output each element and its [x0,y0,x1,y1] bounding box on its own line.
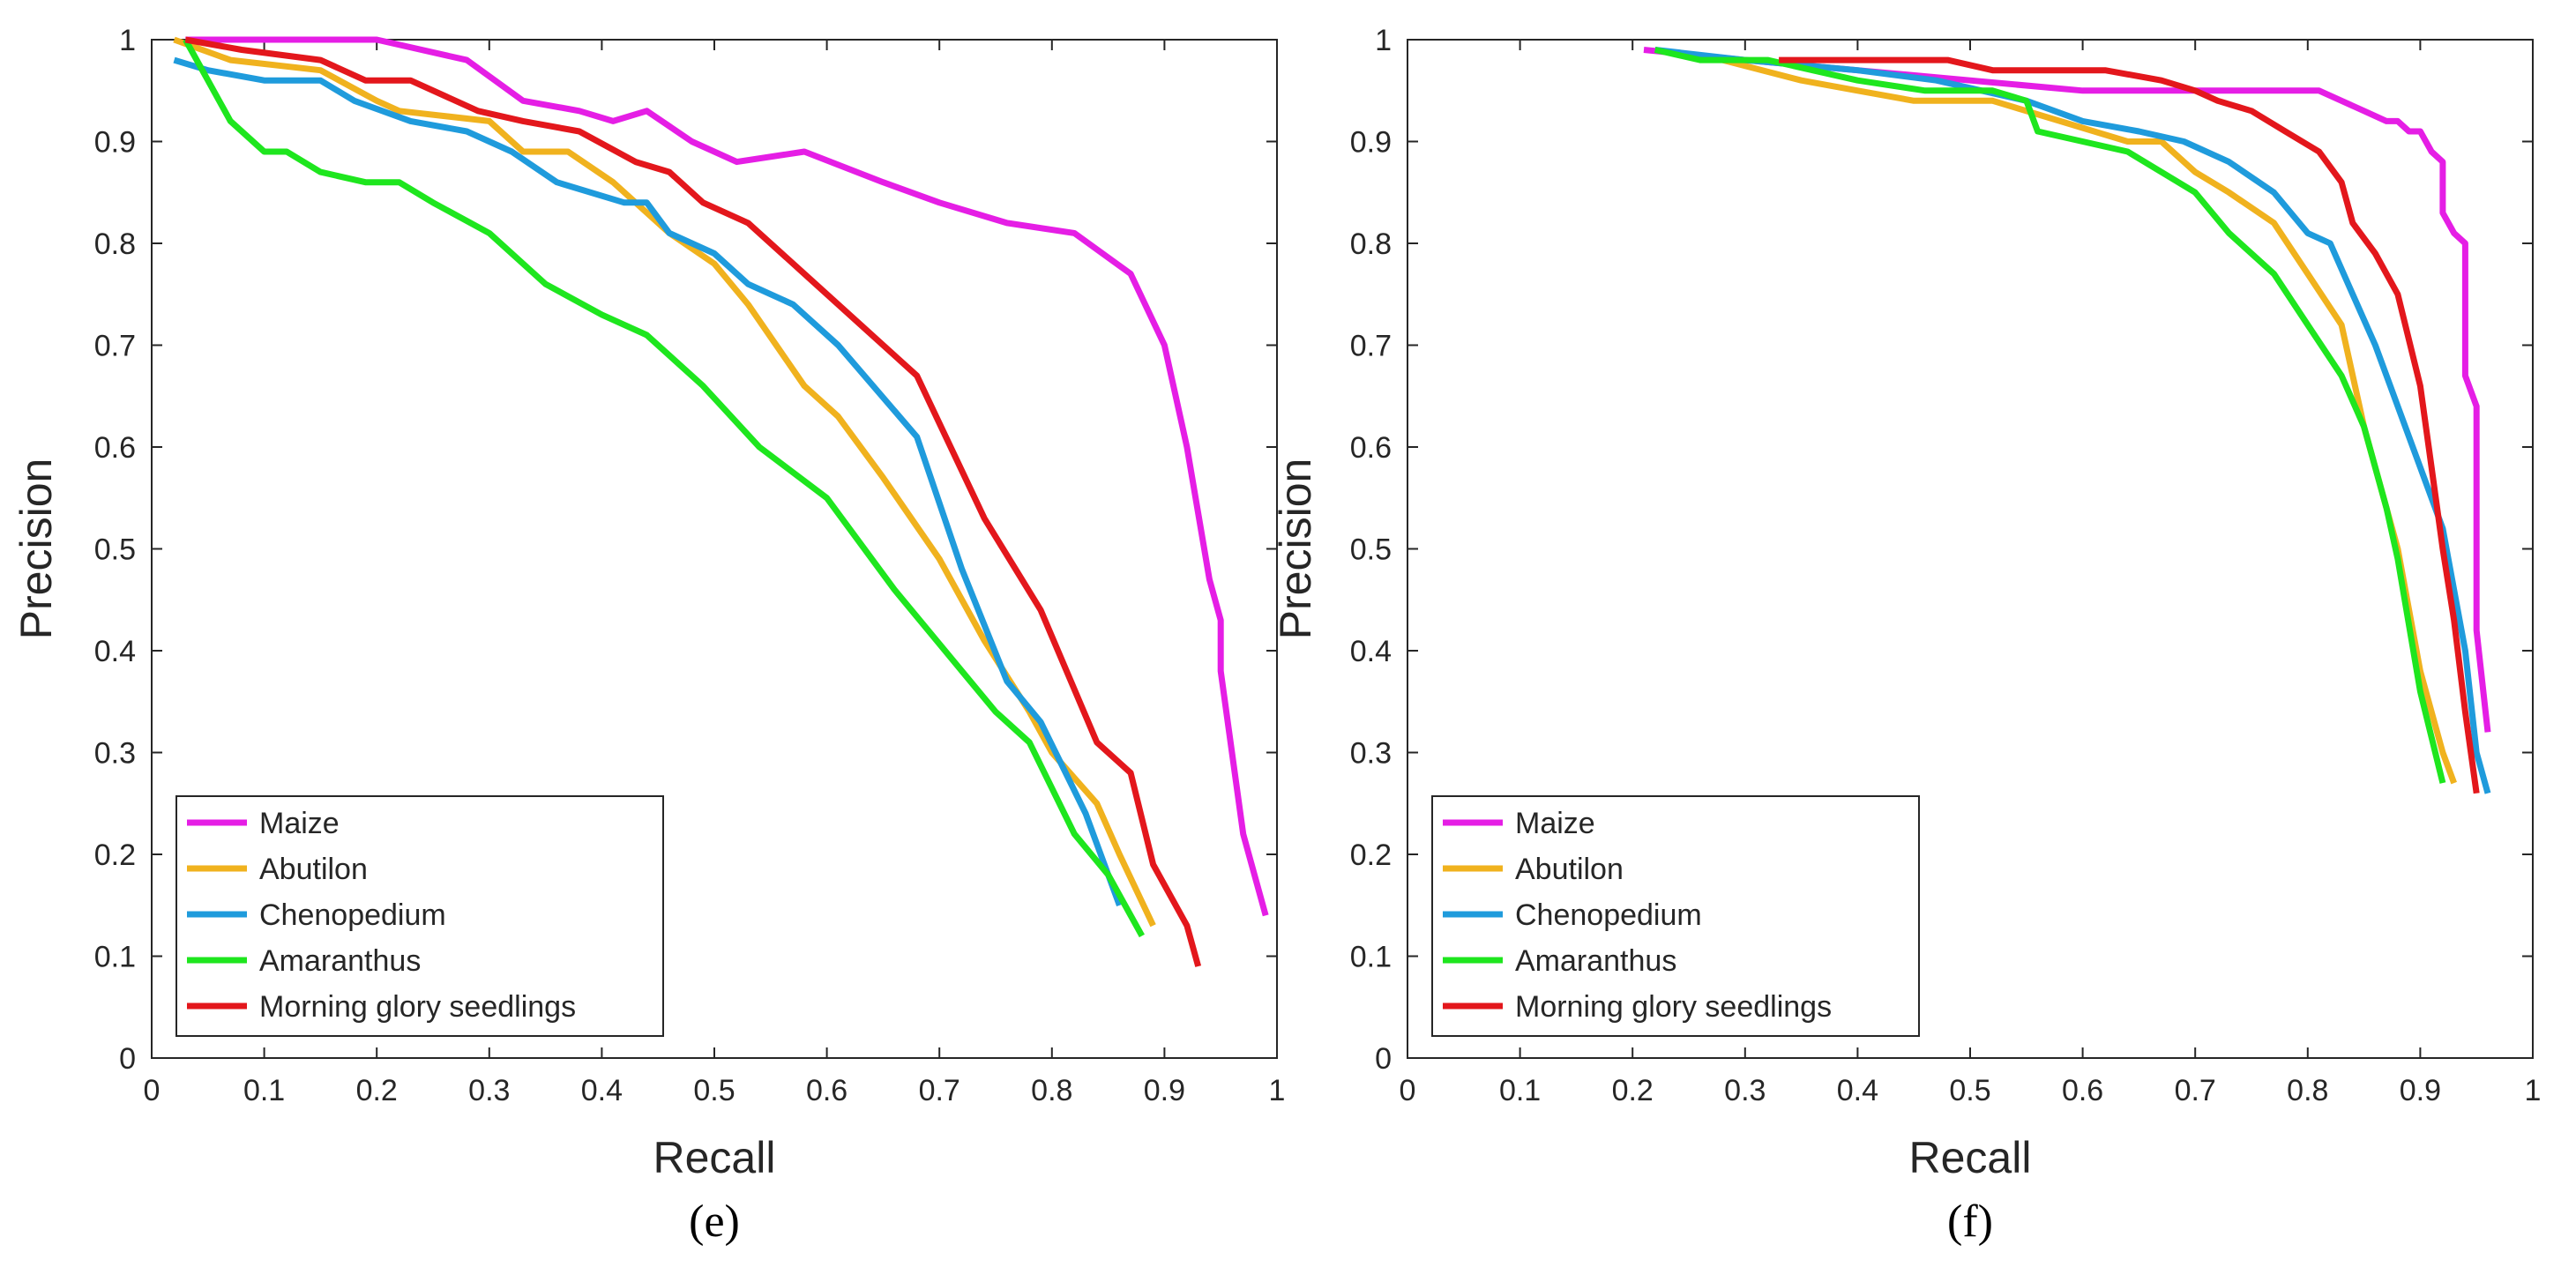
legend-entry: Morning glory seedlings [259,990,576,1024]
y-tick-label: 0.5 [94,533,136,567]
legend: Maize Abutilon Chenopedium Amaranthus Mornin… [175,795,664,1037]
y-tick-label: 0.7 [94,330,136,363]
series-line-maize [1643,47,2491,733]
x-tick-label: 0.2 [1612,1074,1654,1107]
y-tick-label: 0.6 [94,431,136,465]
y-tick-label: 0.5 [1350,533,1392,567]
legend: Maize Abutilon Chenopedium Amaranthus Mornin… [1431,795,1920,1037]
x-tick-label: 0.2 [356,1074,398,1107]
legend-entry: Chenopedium [259,898,446,932]
legend-entry: Chenopedium [1515,898,1702,932]
y-tick-label: 0.4 [94,635,136,668]
x-tick-label: 0.3 [1724,1074,1766,1107]
series-line-maize [185,36,1269,917]
legend-entry: Abutilon [1515,853,1624,886]
x-tick-label: 0.1 [243,1074,285,1107]
y-tick-label: 0.3 [1350,737,1392,771]
series-line-amaranthus [183,38,1145,938]
legend-entry: Amaranthus [1515,944,1676,978]
x-tick-label: 0.1 [1499,1074,1541,1107]
panel-caption: (f) [1947,1196,1993,1247]
y-axis-label: Precision [11,458,61,640]
x-tick-label: 0.4 [581,1074,623,1107]
legend-box [1431,795,1920,1037]
panel-caption: (e) [689,1196,740,1247]
y-tick-label: 1 [1375,24,1392,57]
y-tick-label: 0 [119,1042,136,1076]
legend-entry: Maize [1515,807,1595,840]
y-tick-label: 0.2 [94,838,136,872]
chart-panel-e: 0 0.1 0.2 0.3 0.4 0.5 0.6 0.7 0.8 0.9 1 0 0.1 0.2 0.3 0… [11,24,1285,1247]
x-axis-label: Recall [1909,1133,2032,1182]
y-tick-label: 0.9 [1350,126,1392,160]
x-tick-label: 1 [1269,1074,1286,1107]
series-line-abutilon [173,36,1156,928]
x-tick-label: 0.9 [2400,1074,2441,1107]
y-tick-label: 0.4 [1350,635,1392,668]
x-tick-label: 0.6 [806,1074,847,1107]
x-tick-label: 0.9 [1144,1074,1185,1107]
x-tick-label: 0.4 [1837,1074,1878,1107]
chart-panel-f: 0 0.1 0.2 0.3 0.4 0.5 0.6 0.7 0.8 0.9 1 0 0.1 0.2 0.3 0… [1271,24,2541,1247]
x-tick-label: 1 [2525,1074,2542,1107]
y-tick-label: 0.9 [94,126,136,160]
y-tick-label: 0.1 [1350,941,1392,974]
legend-entry: Maize [259,807,340,840]
legend-box [175,795,664,1037]
x-tick-label: 0 [144,1074,161,1107]
y-tick-label: 0.2 [1350,838,1392,872]
x-tick-label: 0.5 [1949,1074,1990,1107]
series-line-morning-glory-seedlings [184,36,1202,967]
x-axis-label: Recall [653,1133,776,1182]
series-line-chenopedium [173,56,1123,907]
y-tick-label: 0.6 [1350,431,1392,465]
y-tick-label: 0.8 [94,227,136,261]
series-line-amaranthus [1654,47,2446,784]
x-tick-label: 0.8 [2287,1074,2328,1107]
x-tick-label: 0.7 [2175,1074,2216,1107]
series-line-morning-glory-seedlings [1779,56,2480,794]
legend-entry: Morning glory seedlings [1515,990,1832,1024]
x-tick-label: 0.8 [1031,1074,1072,1107]
legend-entry: Amaranthus [259,944,421,978]
x-tick-label: 0 [1400,1074,1416,1107]
y-axis-label: Precision [1271,458,1320,640]
y-tick-label: 0.3 [94,737,136,771]
x-tick-label: 0.5 [693,1074,735,1107]
y-tick-label: 0.7 [1350,330,1392,363]
x-tick-label: 0.3 [468,1074,510,1107]
y-tick-label: 0.1 [94,941,136,974]
y-tick-label: 0 [1375,1042,1392,1076]
x-tick-label: 0.7 [919,1074,960,1107]
legend-entry: Abutilon [259,853,368,886]
x-tick-label: 0.6 [2062,1074,2103,1107]
y-tick-label: 1 [119,24,136,57]
y-tick-label: 0.8 [1350,227,1392,261]
